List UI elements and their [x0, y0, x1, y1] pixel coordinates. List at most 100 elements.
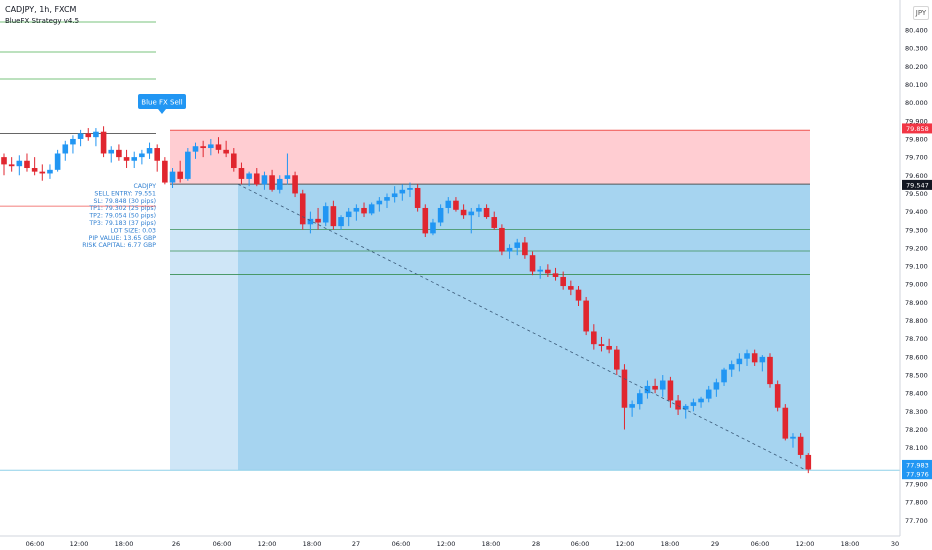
candle-body: [131, 157, 138, 161]
candle-body: [721, 369, 727, 383]
currency-badge[interactable]: JPY: [913, 6, 929, 20]
candle: [139, 149, 145, 165]
candle-body: [330, 206, 337, 227]
candle: [621, 364, 628, 430]
time-tick-label: 27: [352, 540, 360, 548]
candle: [8, 157, 15, 172]
candle-body: [575, 289, 582, 301]
candle-body: [361, 207, 367, 214]
candle: [169, 168, 176, 188]
candle: [545, 264, 551, 277]
time-tick-label: 28: [532, 540, 540, 548]
candle: [491, 211, 498, 230]
candle: [16, 155, 23, 176]
candle-body: [629, 404, 635, 408]
candle: [598, 336, 605, 352]
candle: [246, 171, 252, 187]
candle: [100, 126, 107, 158]
candle-body: [422, 207, 429, 234]
candle: [330, 200, 337, 230]
signal-info-line: TP1: 79.302 (25 pips): [88, 205, 156, 212]
candle-body: [77, 133, 84, 139]
candle-body: [552, 273, 559, 277]
candle-body: [491, 217, 498, 228]
candle-body: [338, 217, 344, 227]
candle-body: [185, 151, 191, 179]
candle: [629, 400, 635, 417]
candle: [93, 128, 99, 147]
candle: [430, 218, 436, 236]
candle-body: [583, 300, 589, 332]
candle: [154, 144, 160, 172]
candle-body: [70, 138, 76, 145]
candle: [759, 355, 766, 372]
signal-info-line: LOT SIZE: 0.03: [110, 227, 156, 234]
time-tick-label: 18:00: [115, 540, 134, 548]
candle-body: [231, 153, 237, 169]
candle-body: [591, 331, 597, 345]
candle: [231, 148, 237, 172]
time-tick-label: 06:00: [213, 540, 232, 548]
candle: [70, 135, 76, 154]
candle-body: [345, 211, 352, 218]
candle: [659, 375, 666, 397]
candle-body: [414, 187, 421, 208]
time-axis[interactable]: 06:00 12:00 18:00 26 06:00 12:00 18:00 27 06:00 1…: [0, 535, 900, 548]
time-tick-label: 06:00: [571, 540, 590, 548]
price-tick-label: 79.300: [905, 226, 928, 234]
candle: [767, 353, 773, 388]
candle: [407, 182, 413, 198]
candle: [276, 175, 283, 194]
symbol-title: CADJPY, 1h, FXCM: [5, 5, 77, 14]
candle-body: [108, 149, 115, 154]
candle: [682, 404, 689, 419]
candle-body: [759, 356, 766, 363]
price-tick-label: 78.500: [905, 372, 928, 380]
price-tick-label: 79.200: [905, 244, 928, 252]
price-tick-label: 80.300: [905, 45, 928, 53]
indicator-name[interactable]: BlueFX Strategy v4.5: [5, 17, 80, 25]
candle-body: [598, 344, 605, 346]
candle-body: [8, 164, 15, 167]
price-tag-label: 79.547: [906, 181, 929, 189]
price-tick-label: 79.900: [905, 117, 928, 125]
candle: [62, 140, 69, 161]
candle: [307, 211, 314, 234]
time-tick-label: 12:00: [70, 540, 89, 548]
candle: [736, 353, 743, 372]
candle-body: [430, 222, 436, 234]
candle: [200, 140, 206, 158]
price-axis[interactable]: 80.40080.30080.20080.10080.00079.90079.8…: [899, 0, 932, 536]
candle: [728, 360, 735, 377]
time-tick-label: 18:00: [303, 540, 322, 548]
price-tick-label: 78.200: [905, 426, 928, 434]
candle: [47, 164, 53, 179]
candle-body: [284, 175, 291, 179]
time-tick-label: 29: [711, 540, 719, 548]
candle: [606, 338, 612, 354]
candle-body: [805, 454, 812, 470]
candle-body: [299, 193, 306, 225]
price-tick-label: 80.000: [905, 99, 928, 107]
candle-body: [93, 131, 99, 138]
candle: [560, 271, 566, 290]
price-tick-label: 77.800: [905, 499, 928, 507]
signal-info-line: RISK CAPITAL: 6.77 GBP: [82, 242, 156, 249]
time-tick-label: 18:00: [482, 540, 501, 548]
projection-line: [237, 183, 807, 471]
candle-body: [85, 133, 92, 138]
candle-body: [292, 175, 298, 194]
candle: [399, 184, 406, 201]
candle: [322, 202, 329, 227]
candle: [790, 433, 796, 448]
candle: [506, 244, 513, 259]
candle: [445, 197, 452, 214]
position-zones: [170, 129, 810, 471]
price-tick-label: 77.700: [905, 517, 928, 525]
candle-body: [621, 369, 628, 408]
price-tick-label: 78.300: [905, 408, 928, 416]
candle-body: [545, 269, 551, 274]
candle: [123, 149, 130, 169]
